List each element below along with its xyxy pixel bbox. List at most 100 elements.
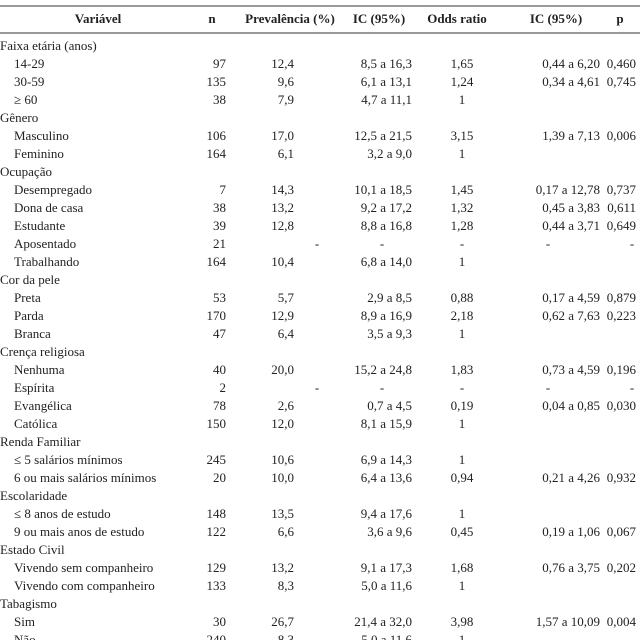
cell: 14,3 [271,182,294,197]
cell: 6,6 [278,524,295,539]
cell: 0,19 a 1,06 [542,524,600,539]
cell: 3,6 a 9,6 [367,524,412,539]
column-header: n [208,11,216,26]
cell: 21,4 a 32,0 [354,614,412,629]
cell: 6,1 a 13,1 [361,74,412,89]
cell: 47 [213,326,227,341]
cell: 0,73 a 4,59 [542,362,600,377]
cell: 0,006 [607,128,637,143]
row-label: 14-29 [14,56,44,71]
cell: 0,223 [607,308,636,323]
cell: 21 [213,236,226,251]
cell: 1 [459,578,466,593]
cell: 78 [213,398,226,413]
cell: 0,19 [451,398,474,413]
row-label: Feminino [14,146,64,161]
row-label: Evangélica [14,398,72,413]
group-title: Cor da pele [0,272,60,287]
cell: 5,0 a 11,6 [361,632,412,640]
cell: 7 [220,182,227,197]
cell: 148 [207,506,227,521]
column-header: IC (95%) [530,11,582,26]
cell: 6,8 a 14,0 [361,254,412,269]
cell: 170 [207,308,227,323]
cell: 1,39 a 7,13 [542,128,600,143]
cell: 53 [213,290,226,305]
cell: 30 [213,614,226,629]
cell: 13,2 [271,560,294,575]
row-label: Católica [14,416,58,431]
cell: 4,7 a 11,1 [361,92,412,107]
cell: 6,9 a 14,3 [361,452,412,467]
cell: 12,5 a 21,5 [354,128,412,143]
cell: 8,9 a 16,9 [361,308,412,323]
cell: 3,15 [451,128,474,143]
cell: - [460,236,464,251]
row-label: Parda [14,308,44,323]
cell: 9,2 a 17,2 [361,200,412,215]
cell: - [630,236,634,251]
row-label: Aposentado [14,236,76,251]
cell: 17,0 [271,128,294,143]
cell: 13,5 [271,506,294,521]
cell: 8,5 a 16,3 [361,56,412,71]
cell: 0,21 a 4,26 [542,470,600,485]
cell: 0,76 a 3,75 [542,560,600,575]
row-label: Masculino [14,128,69,143]
cell: 3,98 [451,614,474,629]
group-title: Tabagismo [0,596,57,611]
row-label: Nenhuma [14,362,65,377]
cell: 12,9 [271,308,294,323]
cell: 129 [207,560,227,575]
cell: 0,17 a 4,59 [542,290,600,305]
cell: 1,68 [451,560,474,575]
cell: 0,611 [607,200,636,215]
group-title: Estado Civil [0,542,65,557]
cell: 0,04 a 0,85 [542,398,600,413]
cell: 0,45 a 3,83 [542,200,600,215]
cell: 12,0 [271,416,294,431]
cell: 0,88 [451,290,474,305]
cell: 3,5 a 9,3 [367,326,412,341]
cell: 10,1 a 18,5 [354,182,412,197]
cell: 10,0 [271,470,294,485]
cell: 0,7 a 4,5 [367,398,412,413]
cell: 40 [213,362,226,377]
cell: 0,649 [607,218,636,233]
cell: 5,7 [278,290,295,305]
cell: 0,44 a 6,20 [542,56,600,71]
row-label: ≤ 5 salários mínimos [14,452,123,467]
cell: 8,3 [278,578,294,593]
cell: 12,8 [271,218,294,233]
column-header: IC (95%) [353,11,405,26]
row-label: Vivendo sem companheiro [14,560,153,575]
cell: 1 [459,92,466,107]
row-label: Preta [14,290,41,305]
cell: 1,28 [451,218,474,233]
cell: - [460,380,464,395]
cell: 15,2 a 24,8 [354,362,412,377]
cell: 0,62 a 7,63 [542,308,600,323]
group-title: Faixa etária (anos) [0,38,97,53]
cell: 240 [207,632,227,640]
cell: 38 [213,92,226,107]
cell: 1 [459,326,466,341]
cell: 245 [207,452,227,467]
row-label: Sim [14,614,35,629]
cell: 1,32 [451,200,474,215]
cell: 12,4 [271,56,294,71]
cell: 0,745 [607,74,636,89]
cell: 164 [207,146,227,161]
cell: 0,34 a 4,61 [542,74,600,89]
cell: 8,1 a 15,9 [361,416,412,431]
cell: 26,7 [271,614,294,629]
cell: 1 [459,146,466,161]
cell: 1,57 a 10,09 [536,614,600,629]
cell: 135 [207,74,227,89]
cell: - [546,236,550,251]
cell: 8,8 a 16,8 [361,218,412,233]
row-label: Desempregado [14,182,92,197]
row-label: Trabalhando [14,254,79,269]
cell: 0,004 [607,614,637,629]
